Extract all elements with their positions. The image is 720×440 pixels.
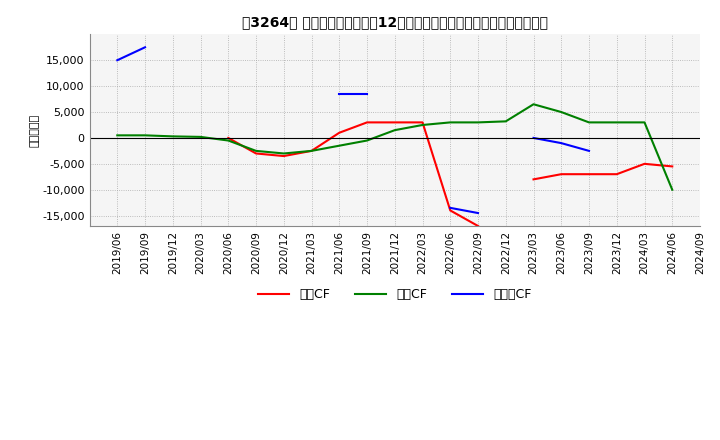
投資CF: [418, 122, 427, 128]
投資CF: [252, 148, 261, 154]
投資CF: [585, 120, 593, 125]
投資CF: [168, 134, 177, 139]
フリーCF: [140, 44, 149, 50]
投資CF: [529, 102, 538, 107]
投資CF: [224, 138, 233, 143]
投資CF: [390, 128, 399, 133]
投資CF: [363, 138, 372, 143]
Line: 投資CF: 投資CF: [117, 104, 672, 190]
投資CF: [279, 151, 288, 156]
Title: 【3264】 キャッシュフローの12か月移動合計の対前年同期増減額の推移: 【3264】 キャッシュフローの12か月移動合計の対前年同期増減額の推移: [242, 15, 548, 29]
投資CF: [335, 143, 343, 148]
営業CF: [307, 148, 316, 154]
投資CF: [557, 110, 566, 115]
投資CF: [474, 120, 482, 125]
営業CF: [224, 135, 233, 140]
Y-axis label: （百万円）: （百万円）: [30, 114, 40, 147]
営業CF: [252, 151, 261, 156]
投資CF: [113, 133, 122, 138]
営業CF: [279, 154, 288, 159]
営業CF: [474, 224, 482, 229]
営業CF: [363, 120, 372, 125]
Line: フリーCF: フリーCF: [117, 47, 145, 60]
営業CF: [446, 208, 454, 213]
投資CF: [197, 134, 205, 139]
投資CF: [640, 120, 649, 125]
Line: 営業CF: 営業CF: [228, 122, 478, 226]
投資CF: [501, 119, 510, 124]
投資CF: [668, 187, 677, 192]
投資CF: [307, 148, 316, 154]
Legend: 営業CF, 投資CF, フリーCF: 営業CF, 投資CF, フリーCF: [253, 283, 536, 306]
投資CF: [613, 120, 621, 125]
営業CF: [335, 130, 343, 136]
営業CF: [418, 120, 427, 125]
投資CF: [446, 120, 454, 125]
投資CF: [140, 133, 149, 138]
営業CF: [390, 120, 399, 125]
フリーCF: [113, 58, 122, 63]
